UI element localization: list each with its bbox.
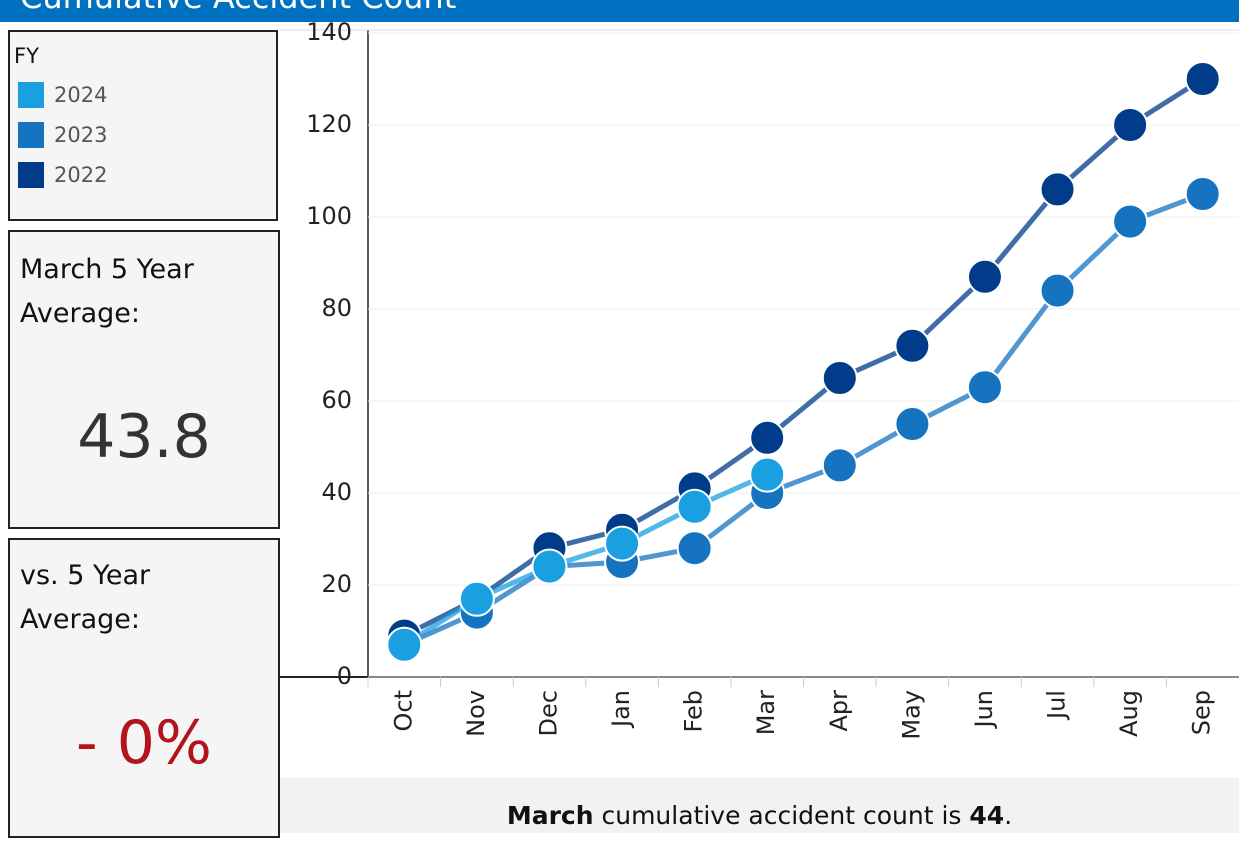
dashboard-title: Cumulative Accident Count (20, 0, 456, 16)
x-tick-label: Mar (752, 690, 780, 735)
legend-swatch (18, 122, 44, 148)
caption-month: March (506, 801, 594, 830)
data-point (676, 488, 713, 525)
data-point (1112, 203, 1149, 240)
x-tick-label: Feb (680, 690, 708, 733)
caption-end: . (1004, 801, 1013, 830)
x-tick-label: Dec (534, 690, 562, 736)
legend-title: FY (14, 44, 39, 68)
legend-label: 2022 (54, 163, 108, 187)
data-point (531, 548, 568, 585)
legend-swatch (18, 82, 44, 108)
caption-value: 44 (969, 801, 1005, 830)
x-tick-label: Oct (389, 690, 417, 732)
y-tick-label: 0 (337, 662, 352, 690)
x-tick-label: Sep (1188, 690, 1216, 735)
versus-value: - 0% (76, 708, 212, 778)
x-tick-label: Jan (607, 690, 635, 729)
x-tick-label: Aug (1115, 690, 1143, 737)
data-point (676, 530, 713, 567)
data-point (458, 580, 495, 617)
legend-swatch (18, 162, 44, 188)
y-tick-label: 80 (321, 294, 352, 322)
x-tick-label: Nov (462, 690, 490, 737)
x-tick-label: Jun (970, 690, 998, 730)
data-point (749, 419, 786, 456)
legend-panel: FY 2024 2023 2022 (8, 30, 278, 221)
data-point (966, 258, 1003, 295)
data-point (1184, 176, 1221, 212)
data-point (966, 369, 1003, 406)
data-point (821, 447, 858, 484)
legend-label: 2023 (54, 123, 108, 147)
y-tick-label: 40 (321, 478, 352, 506)
legend-label: 2024 (54, 83, 108, 107)
series-line (403, 76, 1205, 638)
chart: 0 20 40 60 80 100 120 140 Oct Nov Dec Jan Feb Mar Apr M… (280, 18, 1239, 740)
data-point (749, 456, 786, 493)
data-point (386, 626, 423, 663)
average-panel: March 5 Year Average: 43.8 (8, 230, 280, 529)
caption-text: cumulative accident count is (593, 801, 970, 830)
average-value: 43.8 (77, 402, 211, 472)
x-tick-label: Jul (1043, 690, 1071, 721)
data-point (894, 327, 931, 364)
y-tick-label: 60 (321, 386, 352, 414)
caption: March cumulative accident count is 44. (280, 778, 1239, 833)
y-tick-label: 100 (306, 202, 352, 230)
y-tick-label: 120 (306, 110, 352, 138)
average-label: March 5 Year Average: (20, 254, 194, 329)
data-point (894, 406, 931, 442)
x-tick-label: May (897, 690, 925, 740)
y-tick-label: 20 (321, 570, 352, 598)
data-point (1039, 272, 1076, 309)
title-bar: Cumulative Accident Count (0, 0, 1239, 22)
x-tick-label: Apr (825, 690, 853, 732)
data-point (1184, 61, 1221, 97)
y-tick-label: 140 (306, 18, 352, 46)
data-point (1112, 107, 1149, 143)
data-point (821, 360, 858, 396)
versus-label: vs. 5 Year Average: (20, 560, 151, 635)
data-point (604, 525, 641, 562)
data-point (1039, 171, 1076, 208)
versus-panel: vs. 5 Year Average: - 0% (8, 538, 280, 838)
